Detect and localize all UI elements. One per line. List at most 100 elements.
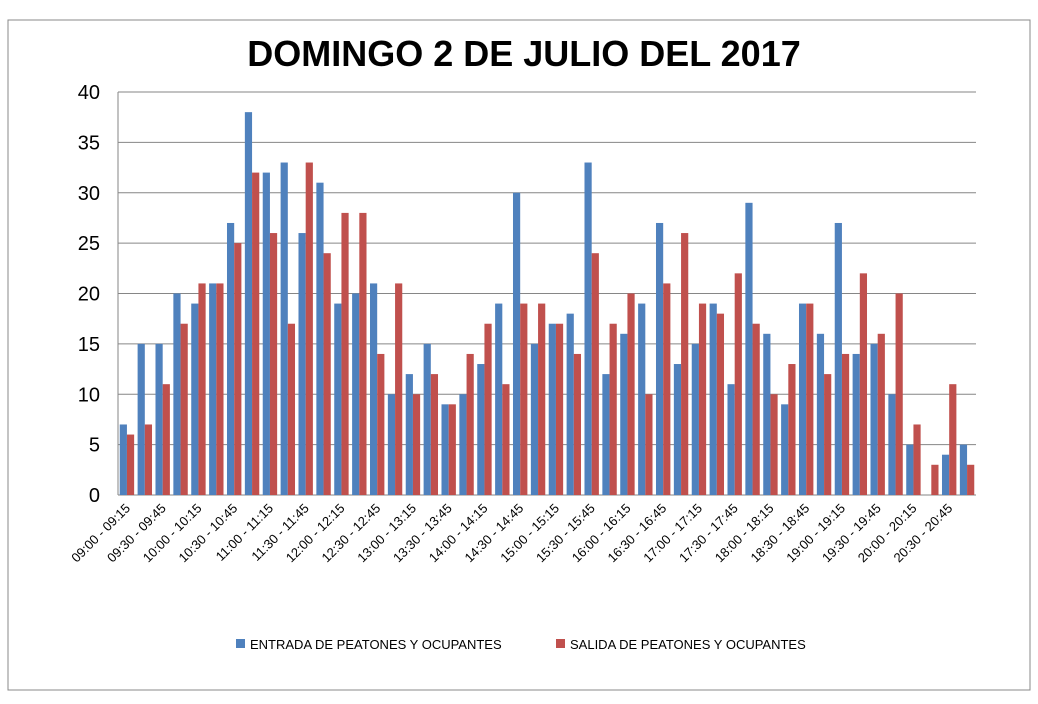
bar — [798, 303, 807, 495]
bar — [763, 333, 771, 495]
bar — [906, 444, 914, 495]
bar — [280, 162, 288, 495]
bar — [412, 394, 421, 495]
bar — [573, 353, 582, 495]
bar — [691, 343, 699, 495]
bar — [788, 364, 796, 495]
bar — [477, 364, 485, 495]
bar — [287, 323, 296, 495]
bar — [698, 303, 707, 495]
bar — [334, 303, 342, 495]
legend-swatch — [236, 639, 245, 648]
y-tick-label: 0 — [89, 485, 100, 507]
bar — [137, 343, 145, 495]
bar — [834, 222, 842, 495]
bar — [502, 384, 510, 495]
bar — [967, 464, 975, 495]
legend-label: SALIDA DE PEATONES Y OCUPANTES — [570, 637, 806, 652]
bar — [638, 303, 646, 495]
bar — [709, 303, 717, 495]
bar — [144, 424, 153, 495]
bar — [244, 112, 253, 496]
bar — [180, 323, 188, 495]
bar — [620, 333, 628, 495]
bar — [877, 333, 885, 495]
y-tick-label: 35 — [78, 132, 100, 154]
bar — [484, 323, 492, 495]
bar — [162, 384, 170, 495]
bar — [941, 454, 950, 495]
bar — [387, 394, 396, 495]
bar — [316, 182, 324, 496]
bar — [895, 293, 903, 495]
bar — [520, 303, 528, 495]
bar — [323, 253, 331, 495]
bar — [423, 343, 431, 495]
bar — [369, 283, 378, 495]
bar — [841, 353, 850, 495]
bar — [816, 333, 825, 495]
bar — [405, 374, 413, 495]
bar — [859, 273, 868, 495]
y-tick-label: 30 — [78, 183, 100, 205]
bar — [466, 353, 474, 495]
bar — [198, 283, 206, 495]
bar — [459, 394, 467, 495]
bar — [734, 273, 742, 495]
bar — [298, 233, 306, 496]
bar — [226, 222, 235, 495]
bar — [234, 243, 242, 495]
bar — [262, 172, 270, 495]
bar — [602, 374, 610, 495]
bar — [441, 404, 449, 495]
bar — [959, 444, 968, 495]
bar — [663, 283, 671, 495]
bar — [727, 384, 735, 495]
bar — [852, 353, 860, 495]
bar — [913, 424, 921, 495]
bar — [126, 434, 135, 495]
bar — [609, 323, 617, 495]
legend-label: ENTRADA DE PEATONES Y OCUPANTES — [250, 637, 502, 652]
bar — [173, 293, 181, 495]
bar — [538, 303, 546, 495]
y-tick-label: 25 — [78, 233, 100, 255]
bar — [627, 293, 635, 495]
bar — [673, 364, 682, 495]
bar — [555, 323, 564, 495]
bar — [155, 343, 163, 495]
bar — [359, 212, 367, 495]
bar — [495, 303, 503, 495]
bar — [716, 313, 725, 495]
chart-title: DOMINGO 2 DE JULIO DEL 2017 — [247, 33, 800, 74]
bar — [655, 222, 664, 495]
bar — [584, 162, 592, 495]
bar — [770, 394, 778, 495]
y-tick-label: 10 — [78, 384, 100, 406]
y-tick-label: 40 — [78, 82, 100, 104]
bar — [252, 172, 260, 495]
bar — [824, 374, 832, 495]
bar — [119, 424, 127, 495]
bar — [591, 253, 599, 495]
bar — [949, 384, 957, 495]
legend-swatch — [556, 639, 565, 648]
bar — [209, 283, 217, 495]
bar — [681, 233, 689, 496]
bar — [752, 323, 760, 495]
bar — [341, 212, 349, 495]
bar — [448, 404, 456, 495]
bar — [191, 303, 199, 495]
bar — [216, 283, 224, 495]
y-tick-label: 15 — [78, 334, 100, 356]
bar — [305, 162, 313, 495]
bar — [430, 374, 439, 495]
bar — [806, 303, 814, 495]
bar — [645, 394, 653, 495]
bar — [530, 343, 539, 495]
bar — [781, 404, 789, 495]
y-tick-label: 5 — [89, 435, 100, 457]
bar — [548, 323, 556, 495]
bar — [512, 192, 521, 495]
